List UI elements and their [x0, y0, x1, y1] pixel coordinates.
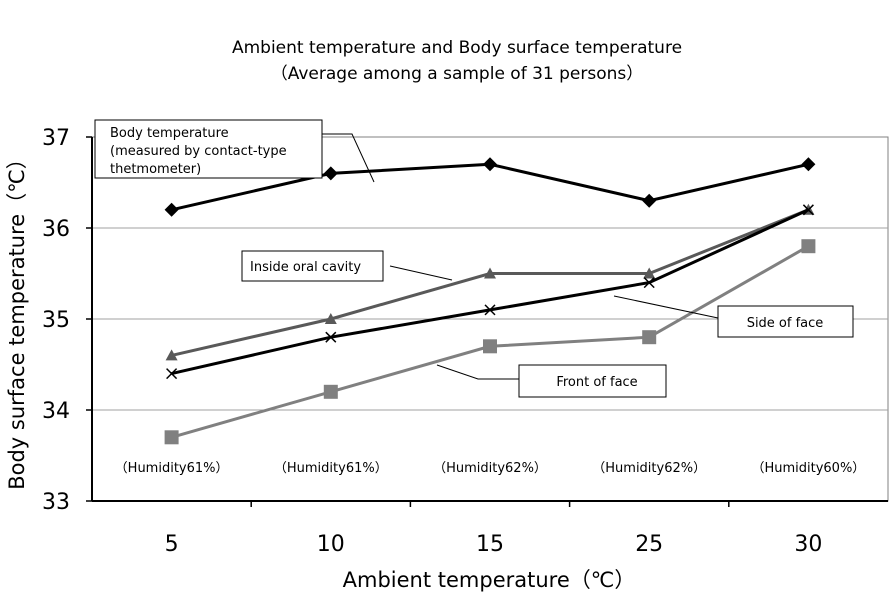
data-point [484, 304, 496, 316]
data-point [323, 384, 338, 399]
label-text: thetmometer) [110, 162, 201, 177]
x-ticks: 5 10 15 25 30 [165, 501, 822, 557]
label-text: Body temperature [110, 126, 229, 141]
y-ticks: 33 34 35 36 37 [42, 126, 92, 515]
series-label-3: Side of face [613, 295, 854, 338]
series-line-2 [171, 208, 809, 357]
data-point [164, 202, 179, 217]
x-axis-label: Ambient temperature（℃） [343, 568, 636, 592]
humidity-label: （Humidity61%） [274, 461, 388, 476]
x-tick-label: 10 [317, 532, 345, 557]
x-tick-label: 5 [165, 532, 179, 557]
label-text: (measured by contact-type [110, 144, 287, 159]
callouts: Body temperature (measured by contact-typ… [94, 119, 854, 398]
y-tick-label: 36 [42, 217, 70, 242]
data-point [166, 368, 178, 380]
leader-line [613, 295, 719, 319]
data-point [642, 330, 657, 345]
humidity-label: （Humidity62%） [433, 461, 547, 476]
leader-line [436, 364, 519, 380]
label-box [241, 250, 384, 282]
label-text: Front of face [556, 375, 637, 390]
y-axis-label: Body surface temperature（℃） [5, 148, 29, 490]
label-text: Inside oral cavity [250, 260, 361, 275]
leader-line [389, 265, 453, 281]
y-tick-label: 34 [42, 399, 70, 424]
humidity-label: （Humidity62%） [592, 461, 706, 476]
data-point [643, 277, 655, 289]
data-point [165, 349, 178, 361]
series-group [164, 157, 816, 445]
label-text: Side of face [747, 316, 824, 331]
humidity-label: （Humidity61%） [115, 461, 229, 476]
y-tick-label: 33 [42, 490, 70, 515]
humidity-label: （Humidity60%） [751, 461, 865, 476]
label-box [518, 364, 667, 398]
data-point [643, 267, 656, 279]
chart-title: Ambient temperature and Body surface tem… [232, 38, 682, 58]
humidity-labels: （Humidity61%） （Humidity61%） （Humidity62%） （… [115, 461, 866, 476]
data-point [325, 331, 337, 343]
data-point [483, 339, 497, 354]
data-point [801, 239, 816, 254]
data-point [801, 157, 816, 172]
data-point [324, 313, 337, 324]
series-label-2: Inside oral cavity [241, 250, 453, 282]
data-point [802, 204, 814, 216]
y-tick-label: 35 [42, 308, 70, 333]
leader-line [322, 133, 375, 183]
label-box [717, 305, 854, 338]
data-point [483, 157, 497, 172]
x-tick-label: 25 [635, 532, 663, 557]
series-label-1: Body temperature (measured by contact-typ… [94, 119, 375, 183]
chart-subtitle: （Average among a sample of 31 persons） [271, 64, 644, 84]
series-label-4: Front of face [436, 364, 667, 398]
x-tick-label: 15 [476, 532, 504, 557]
data-point [484, 267, 496, 279]
data-point [642, 193, 657, 208]
label-box [94, 119, 323, 179]
y-tick-label: 37 [42, 126, 70, 151]
data-point [164, 430, 179, 445]
data-point [323, 166, 338, 181]
x-tick-label: 30 [794, 532, 822, 557]
